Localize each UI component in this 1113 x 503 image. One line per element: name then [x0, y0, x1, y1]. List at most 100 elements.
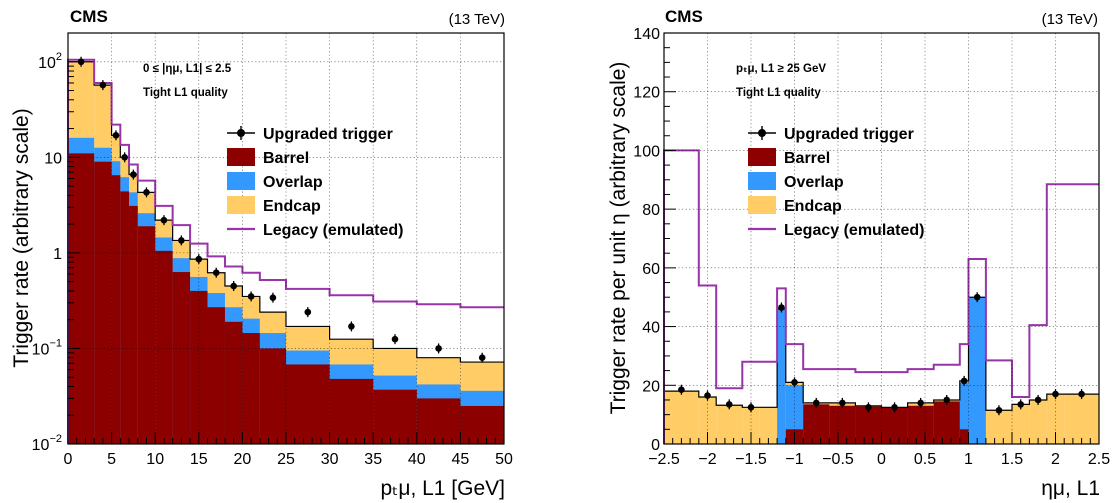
- barrel-bar: [829, 405, 856, 444]
- x-tick-label: 40: [408, 451, 426, 468]
- data-point: [435, 345, 442, 352]
- barrel-bar: [855, 406, 882, 444]
- y-tick-label: 10: [44, 150, 62, 167]
- chart-pt-rate: 0 5 10 15 20 25 30 35 40 45 50 10−2 10−1 1 10 102 CMS (…: [10, 7, 513, 500]
- data-point: [99, 81, 107, 89]
- data-point: [230, 282, 237, 290]
- x-tick-label: 1.5: [1001, 451, 1023, 468]
- barrel-bar: [881, 407, 908, 444]
- annotation-quality: Tight L1 quality: [736, 87, 821, 99]
- x-tick-label: 10: [146, 451, 164, 468]
- legend-upgraded-marker: [237, 129, 245, 137]
- data-point: [891, 404, 898, 411]
- legend-overlap-swatch: [227, 172, 255, 190]
- legend-barrel-swatch: [227, 148, 255, 166]
- x-tick-label: 35: [364, 451, 382, 468]
- x-tick-label: 2: [1051, 451, 1060, 468]
- upgraded-points: [77, 56, 486, 363]
- barrel-bar: [172, 272, 191, 444]
- y-tick-label: 102: [38, 51, 62, 72]
- x-tick-label: 0: [877, 451, 886, 468]
- barrel-bar: [120, 191, 130, 444]
- data-point: [678, 386, 685, 393]
- barrel-bar: [373, 389, 417, 444]
- legend-endcap-swatch: [227, 196, 255, 214]
- data-point: [812, 399, 820, 407]
- data-point: [704, 392, 711, 399]
- legend-overlap-label: Overlap: [263, 174, 323, 191]
- barrel-bar: [68, 153, 95, 444]
- annotation-eta-range: 0 ≤ |ημ, L1| ≤ 2.5: [143, 63, 232, 75]
- barrel-bar: [190, 290, 208, 444]
- x-axis-label: ημ, L1: [1041, 477, 1100, 500]
- energy-label: (13 TeV): [1042, 11, 1098, 28]
- annotation-pt-threshold: pₜμ, L1 ≥ 25 GeV: [736, 63, 826, 75]
- legend-endcap-label: Endcap: [263, 198, 321, 215]
- x-tick-label: 30: [321, 451, 339, 468]
- legend-legacy-label: Legacy (emulated): [263, 222, 403, 239]
- legend-overlap-label: Overlap: [784, 174, 844, 191]
- x-tick-label: −1.5: [735, 451, 767, 468]
- y-tick-label: 10−1: [32, 337, 62, 358]
- overlap-bar: [959, 382, 969, 444]
- data-point: [839, 399, 846, 407]
- barrel-bar: [959, 429, 969, 444]
- legacy-step-line: [67, 58, 504, 444]
- barrel-bar: [803, 404, 830, 444]
- barrel-bar: [329, 378, 374, 444]
- barrel-bar: [907, 405, 934, 444]
- endcap-bar: [985, 410, 1012, 444]
- data-point: [1078, 390, 1085, 398]
- y-tick-label: 0: [651, 437, 660, 454]
- y-tick-label: 1: [53, 246, 62, 263]
- data-point: [391, 335, 399, 343]
- legend-upgraded-label: Upgraded trigger: [784, 126, 914, 143]
- upgraded-points: [678, 292, 1085, 416]
- x-tick-label: −0.5: [822, 451, 854, 468]
- data-point: [77, 58, 85, 66]
- data-point: [725, 401, 733, 408]
- histogram-bars: [68, 61, 504, 445]
- y-tick-label: 10−2: [32, 433, 62, 454]
- x-tick-label: 1: [964, 451, 973, 468]
- legend-upgraded-marker: [758, 129, 766, 137]
- barrel-bar: [242, 333, 260, 444]
- data-point: [1017, 401, 1024, 408]
- barrel-bar: [207, 307, 225, 444]
- legend-upgraded-label: Upgraded trigger: [263, 126, 393, 143]
- overlap-bar: [777, 308, 786, 444]
- data-point: [943, 396, 951, 404]
- barrel-bar: [933, 401, 960, 444]
- legend-endcap-swatch: [748, 196, 776, 214]
- endcap-bar: [759, 407, 778, 444]
- data-point: [212, 269, 220, 277]
- data-point: [917, 399, 924, 407]
- barrel-bar: [460, 405, 504, 444]
- data-point: [478, 354, 486, 362]
- y-tick-label: 140: [633, 26, 660, 43]
- tick-labels: 0 5 10 15 20 25 30 35 40 45 50 10−2 10−1 1 10 102: [32, 51, 513, 468]
- chart-eta-rate: −2.5 −2 −1.5 −1 −0.5 0 0.5 1 1.5 2 2.5 0 20 40 60 80 100…: [607, 7, 1110, 500]
- data-point: [304, 308, 312, 316]
- barrel-bar: [111, 175, 121, 444]
- data-point: [130, 171, 137, 178]
- data-point: [348, 323, 355, 330]
- endcap-bar: [1012, 404, 1030, 444]
- overlap-bar: [968, 297, 986, 444]
- grid-lines: [664, 33, 1099, 444]
- legend-barrel-label: Barrel: [784, 150, 830, 167]
- data-point: [973, 293, 981, 301]
- data-point: [778, 304, 785, 311]
- x-tick-label: 50: [495, 451, 513, 468]
- endcap-bar: [1029, 399, 1047, 444]
- data-point: [143, 189, 150, 196]
- data-point: [195, 255, 203, 263]
- data-point: [747, 404, 755, 411]
- y-tick-label: 40: [642, 320, 660, 337]
- axis-ticks: [663, 32, 1100, 445]
- grid-lines: [68, 33, 504, 444]
- legend-endcap-label: Endcap: [784, 198, 842, 215]
- annotation-quality: Tight L1 quality: [143, 87, 228, 99]
- endcap-bar: [1064, 394, 1099, 444]
